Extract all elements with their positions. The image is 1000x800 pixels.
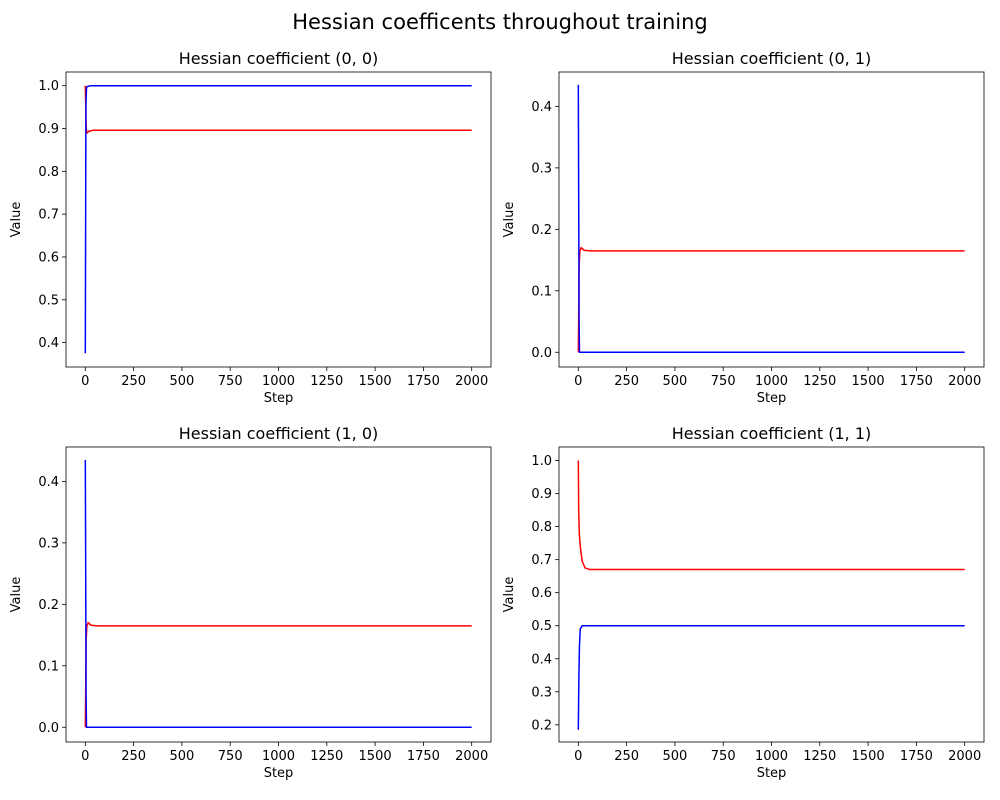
y-tick-label: 0.3 (38, 536, 59, 551)
series-line-blue (577, 84, 965, 353)
y-tick-label: 0.1 (531, 284, 552, 299)
y-axis-label: Value (9, 577, 24, 613)
x-tick-label: 1750 (407, 374, 440, 389)
x-axis-label: Step (757, 766, 787, 781)
x-tick-label: 500 (169, 374, 194, 389)
x-tick-label: 500 (662, 749, 687, 764)
y-tick-label: 0.9 (38, 122, 59, 137)
subplot-2: Hessian coefficient (1, 0) 0 250 500 750 1000… (9, 424, 492, 781)
x-tick-label: 750 (218, 374, 243, 389)
x-tick-label: 500 (169, 749, 194, 764)
y-tick-label: 0.2 (38, 598, 59, 613)
x-tick-label: 1250 (803, 374, 836, 389)
x-tick-label: 2000 (948, 749, 981, 764)
plot-frame (65, 446, 492, 743)
y-tick-label: 0.5 (531, 619, 552, 634)
series-line-blue (577, 624, 965, 730)
series-line-blue (84, 84, 472, 354)
x-tick-label: 1500 (852, 374, 885, 389)
x-tick-label: 1250 (310, 749, 343, 764)
y-tick-label: 0.4 (38, 336, 59, 351)
x-tick-label: 1500 (359, 374, 392, 389)
x-tick-label: 2000 (455, 374, 488, 389)
series-line-red (577, 460, 965, 571)
x-tick-label: 500 (662, 374, 687, 389)
y-tick-label: 0.5 (38, 293, 59, 308)
subplot-3: Hessian coefficient (1, 1) 0 250 500 750 1000… (502, 424, 985, 781)
y-tick-label: 0.0 (531, 346, 552, 361)
figure-title: Hessian coefficents throughout training (292, 10, 708, 34)
x-tick-label: 1250 (803, 749, 836, 764)
y-tick-label: 0.8 (38, 165, 59, 180)
x-axis-label: Step (264, 766, 294, 781)
y-tick-label: 0.3 (531, 161, 552, 176)
y-tick-label: 0.4 (531, 652, 552, 667)
x-tick-label: 1750 (900, 749, 933, 764)
series-line-red (577, 246, 965, 353)
y-tick-label: 0.7 (38, 208, 59, 223)
x-tick-label: 250 (121, 374, 146, 389)
y-axis-label: Value (9, 202, 24, 238)
x-tick-label: 2000 (455, 749, 488, 764)
x-tick-label: 750 (711, 374, 736, 389)
x-axis-label: Step (264, 391, 294, 406)
x-tick-label: 250 (614, 749, 639, 764)
x-tick-label: 0 (574, 749, 582, 764)
y-tick-label: 0.6 (38, 250, 59, 265)
x-tick-label: 250 (121, 749, 146, 764)
plot-frame (558, 446, 985, 743)
x-tick-label: 1250 (310, 374, 343, 389)
x-tick-label: 1000 (755, 374, 788, 389)
subplot-title: Hessian coefficient (1, 0) (179, 424, 379, 443)
x-tick-label: 0 (574, 374, 582, 389)
y-tick-label: 0.4 (531, 100, 552, 115)
y-tick-label: 0.2 (531, 223, 552, 238)
y-tick-label: 0.3 (531, 685, 552, 700)
y-axis-label: Value (502, 202, 517, 238)
x-tick-label: 750 (711, 749, 736, 764)
x-tick-label: 0 (81, 374, 89, 389)
y-tick-label: 0.6 (531, 586, 552, 601)
y-tick-label: 0.4 (38, 475, 59, 490)
series-line-red (84, 621, 472, 728)
x-tick-label: 1750 (407, 749, 440, 764)
y-tick-label: 0.2 (531, 718, 552, 733)
subplot-title: Hessian coefficient (0, 1) (672, 49, 872, 68)
x-tick-label: 1000 (755, 749, 788, 764)
y-axis-label: Value (502, 577, 517, 613)
x-axis-label: Step (757, 391, 787, 406)
x-tick-label: 250 (614, 374, 639, 389)
series-line-blue (84, 459, 472, 728)
y-tick-label: 1.0 (38, 79, 59, 94)
subplot-1: Hessian coefficient (0, 1) 0 250 500 750 1000… (502, 49, 985, 406)
y-tick-label: 0.1 (38, 659, 59, 674)
y-tick-label: 0.7 (531, 553, 552, 568)
subplot-title: Hessian coefficient (1, 1) (672, 424, 872, 443)
y-tick-label: 0.8 (531, 520, 552, 535)
x-tick-label: 0 (81, 749, 89, 764)
plot-frame (558, 71, 985, 368)
x-tick-label: 1000 (262, 374, 295, 389)
x-tick-label: 1500 (359, 749, 392, 764)
x-tick-label: 750 (218, 749, 243, 764)
x-tick-label: 1000 (262, 749, 295, 764)
subplot-title: Hessian coefficient (0, 0) (179, 49, 379, 68)
x-tick-label: 1750 (900, 374, 933, 389)
x-tick-label: 2000 (948, 374, 981, 389)
plot-frame (65, 71, 492, 368)
y-tick-label: 1.0 (531, 454, 552, 469)
y-tick-label: 0.9 (531, 487, 552, 502)
y-tick-label: 0.0 (38, 721, 59, 736)
series-line-red (84, 85, 472, 135)
subplot-0: Hessian coefficient (0, 0) 0 250 500 750 1000… (9, 49, 492, 406)
x-tick-label: 1500 (852, 749, 885, 764)
